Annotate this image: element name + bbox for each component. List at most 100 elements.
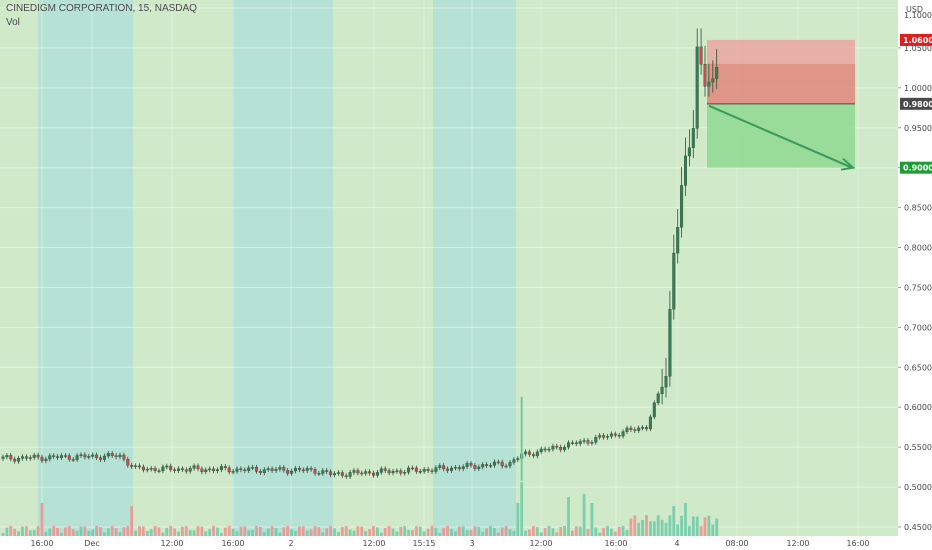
candle-body	[383, 468, 387, 471]
candle-body	[680, 185, 684, 228]
time-tick-label: 16:00	[221, 539, 244, 548]
candle-body	[134, 465, 138, 468]
candle-body	[344, 475, 348, 477]
volume-bar	[259, 526, 262, 536]
candle	[91, 452, 95, 459]
candle	[56, 454, 60, 461]
volume-bar	[645, 515, 648, 536]
candle-body	[559, 446, 563, 450]
session-band	[614, 0, 716, 536]
candle	[13, 456, 17, 464]
candle	[317, 470, 321, 476]
candle-body	[24, 456, 28, 459]
time-axis: 16:00 Dec 12:00 16:00 2 12:00 15:15 3 12:00 16:00…	[0, 536, 898, 550]
candle	[652, 400, 656, 420]
candle-body	[656, 393, 660, 404]
candle	[434, 465, 438, 474]
candle	[200, 466, 204, 475]
candle	[629, 425, 633, 433]
candle	[469, 460, 473, 468]
volume-bar	[52, 525, 56, 536]
candle	[391, 468, 395, 476]
volume-bar	[290, 529, 293, 536]
candle	[430, 468, 434, 474]
volume-bar	[625, 529, 629, 536]
volume-bar	[547, 525, 551, 536]
candle	[426, 466, 430, 474]
volume-bar	[5, 527, 9, 536]
volume-bar	[25, 526, 28, 536]
volume-bar	[134, 530, 137, 536]
candle-body	[609, 433, 613, 437]
candle-body	[87, 456, 91, 458]
candle-body	[699, 46, 703, 65]
candle-body	[648, 416, 652, 430]
volume-bar	[422, 531, 426, 536]
candle-body	[555, 445, 559, 448]
candle-body	[165, 465, 169, 468]
volume-bar	[454, 531, 457, 536]
candle-body	[282, 467, 286, 471]
take-profit-zone	[707, 103, 855, 168]
candle-body	[79, 454, 83, 456]
candle-body	[450, 467, 454, 471]
time-tick-label: 12:00	[362, 539, 385, 548]
candle-body	[21, 456, 25, 459]
volume-bar	[348, 529, 352, 536]
candle-body	[453, 467, 457, 469]
candle	[684, 137, 688, 196]
volume-bar	[532, 525, 535, 536]
candle-body	[461, 466, 465, 470]
session-band	[0, 0, 38, 536]
volume-bar	[149, 529, 153, 536]
volume-bar	[184, 526, 188, 536]
volume-indicator-label[interactable]: Vol	[6, 17, 20, 28]
time-tick-label: 15:15	[412, 539, 435, 548]
candle	[106, 450, 110, 459]
volume-bar	[703, 517, 707, 536]
volume-bar	[67, 525, 71, 536]
candle	[465, 460, 469, 470]
volume-bar	[1, 533, 5, 536]
candle	[114, 453, 118, 460]
candle	[387, 468, 391, 476]
price-tick-label: 0.4500	[904, 523, 932, 532]
candle-body	[48, 455, 52, 460]
candle-body	[563, 446, 567, 450]
price-axis-bg	[898, 0, 932, 550]
volume-bar	[434, 527, 438, 536]
candle	[60, 453, 64, 461]
volume-bar	[368, 529, 371, 536]
volume-bar	[586, 529, 590, 536]
candle	[52, 453, 56, 459]
candle	[512, 457, 516, 465]
volume-bar	[493, 527, 496, 536]
volume-bars	[1, 482, 719, 536]
price-tick-label: 1.0000	[904, 84, 932, 93]
candle-body	[297, 468, 301, 471]
candle	[48, 453, 52, 462]
volume-bar	[504, 525, 508, 536]
candle-body	[567, 442, 571, 448]
volume-bar	[40, 503, 44, 536]
candle-body	[161, 466, 165, 472]
symbol-title[interactable]: CINEDIGM CORPORATION, 15, NASDAQ	[6, 3, 197, 14]
candle-body	[153, 468, 157, 471]
candle	[578, 438, 582, 447]
candle-body	[543, 448, 547, 451]
candle	[411, 465, 415, 471]
candle-body	[711, 78, 715, 83]
candle-body	[141, 466, 145, 471]
candle	[551, 443, 555, 452]
candle-body	[570, 442, 574, 444]
candle-body	[270, 468, 274, 471]
candle	[485, 462, 489, 468]
candle-body	[633, 429, 637, 431]
candle	[602, 433, 606, 440]
candle-body	[574, 442, 578, 444]
volume-bar	[524, 530, 527, 536]
candle-body	[192, 465, 196, 469]
volume-bar	[32, 529, 36, 536]
volume-bar	[715, 518, 719, 536]
